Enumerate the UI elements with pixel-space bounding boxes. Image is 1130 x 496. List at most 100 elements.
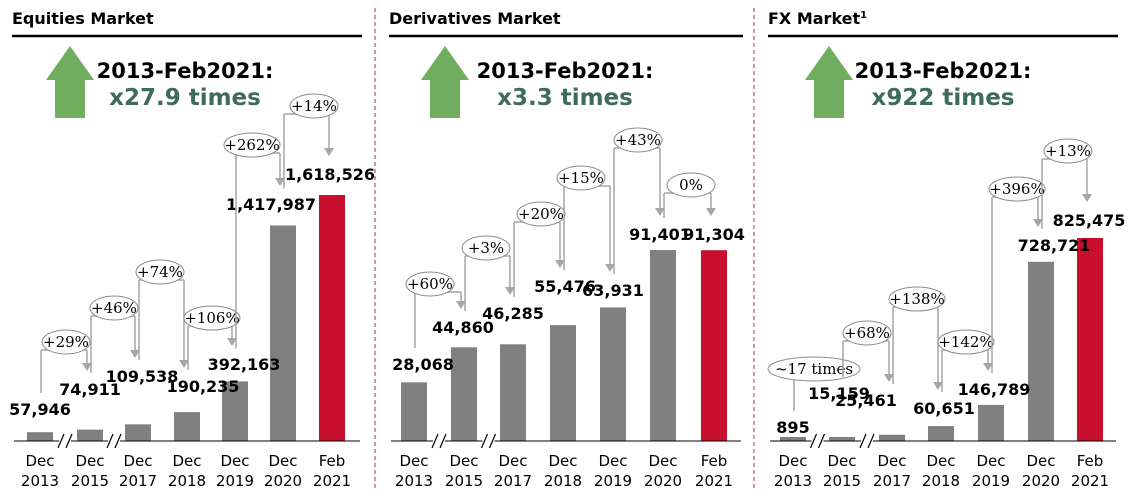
tick-label-month: Dec bbox=[598, 452, 627, 470]
bar-dec-2013 bbox=[401, 382, 427, 441]
chart-panel-2: Derivatives Market 2013-Feb2021:x3.3 time… bbox=[389, 9, 745, 490]
growth-arrowhead-icon bbox=[130, 350, 140, 358]
growth-arrowhead-icon bbox=[706, 208, 716, 216]
tick-label-year: 2013 bbox=[21, 472, 59, 490]
axis-break-gap bbox=[482, 432, 495, 450]
growth-label: +3% bbox=[468, 239, 504, 257]
growth-label: +46% bbox=[91, 299, 137, 317]
tick-label-month: Dec bbox=[220, 452, 249, 470]
title-footnote-marker: 1 bbox=[860, 10, 867, 21]
tick-label-month: Feb bbox=[701, 452, 728, 470]
growth-arrowhead-icon bbox=[655, 208, 665, 216]
tick-label-month: Dec bbox=[25, 452, 54, 470]
tick-label-year: 2015 bbox=[823, 472, 861, 490]
tick-label-month: Dec bbox=[1026, 452, 1055, 470]
tick-label-month: Dec bbox=[399, 452, 428, 470]
growth-label: +68% bbox=[844, 324, 890, 342]
tick-label-month: Dec bbox=[449, 452, 478, 470]
bar-dec-2019 bbox=[978, 404, 1004, 441]
data-label: 109,538 bbox=[106, 367, 179, 386]
growth-oval bbox=[41, 329, 91, 355]
growth-arrowhead-icon bbox=[933, 382, 943, 390]
axis-break-mark bbox=[65, 433, 73, 449]
bar-dec-2015 bbox=[451, 347, 477, 441]
axis-break-mark bbox=[114, 433, 122, 449]
tick-label-month: Dec bbox=[268, 452, 297, 470]
data-label: 57,946 bbox=[9, 400, 71, 419]
tick-label-year: 2020 bbox=[264, 472, 302, 490]
axis-break-mark bbox=[817, 433, 826, 449]
bar-dec-2019 bbox=[600, 307, 626, 441]
data-label: 74,911 bbox=[59, 380, 121, 399]
data-label: 46,285 bbox=[482, 304, 544, 323]
axis-break-gap bbox=[108, 432, 120, 450]
panel-title: FX Market1 bbox=[768, 9, 867, 28]
growth-period: 2013-Feb2021: bbox=[855, 59, 1032, 83]
tick-label-year: 2019 bbox=[972, 472, 1010, 490]
bar-dec-2013 bbox=[27, 432, 53, 441]
data-label: 1,417,987 bbox=[226, 195, 316, 214]
tick-label-month: Feb bbox=[319, 452, 346, 470]
tick-label-year: 2015 bbox=[71, 472, 109, 490]
tick-label-year: 2018 bbox=[922, 472, 960, 490]
growth-oval bbox=[289, 93, 339, 119]
growth-oval bbox=[937, 329, 995, 355]
growth-oval bbox=[988, 176, 1046, 202]
growth-label: +74% bbox=[137, 263, 183, 281]
bar-dec-2017 bbox=[879, 434, 905, 441]
growth-label: +262% bbox=[224, 136, 279, 154]
bar-dec-2015 bbox=[77, 429, 103, 441]
growth-label: +29% bbox=[43, 333, 89, 351]
growth-oval bbox=[842, 320, 892, 346]
growth-label: +14% bbox=[291, 97, 337, 115]
growth-oval bbox=[516, 201, 566, 227]
growth-oval bbox=[135, 259, 185, 285]
growth-label: +396% bbox=[989, 180, 1044, 198]
axis-break-gap bbox=[811, 432, 824, 450]
growth-arrowhead-icon bbox=[227, 338, 237, 346]
data-label: 44,860 bbox=[432, 318, 494, 337]
tick-label-year: 2017 bbox=[494, 472, 532, 490]
bar-dec-2020 bbox=[650, 250, 676, 441]
tick-label-month: Dec bbox=[548, 452, 577, 470]
bar-feb-2021 bbox=[319, 195, 345, 441]
growth-oval bbox=[888, 286, 946, 312]
chart-panel-3: FX Market1 2013-Feb2021:x922 times Dec 2013… bbox=[767, 9, 1125, 490]
growth-arrowhead-icon bbox=[884, 374, 894, 382]
axis-break-mark bbox=[57, 433, 65, 449]
tick-label-month: Dec bbox=[926, 452, 955, 470]
growth-label: +20% bbox=[518, 205, 564, 223]
bar-dec-2020 bbox=[1028, 261, 1054, 441]
tick-label-year: 2018 bbox=[544, 472, 582, 490]
panel-title: Equities Market bbox=[12, 9, 154, 28]
data-label: 728,721 bbox=[1018, 236, 1091, 255]
tick-label-year: 2020 bbox=[1022, 472, 1060, 490]
growth-oval bbox=[89, 295, 139, 321]
tick-label-year: 2017 bbox=[873, 472, 911, 490]
growth-oval bbox=[556, 165, 606, 191]
axis-break-gap bbox=[433, 432, 445, 450]
axis-break-gap bbox=[59, 432, 71, 450]
axis-break-mark bbox=[488, 433, 497, 449]
tick-label-year: 2019 bbox=[594, 472, 632, 490]
bar-feb-2021 bbox=[701, 250, 727, 441]
tick-label-year: 2013 bbox=[774, 472, 812, 490]
tick-label-month: Dec bbox=[827, 452, 856, 470]
growth-oval bbox=[1043, 138, 1093, 164]
tick-label-year: 2013 bbox=[395, 472, 433, 490]
tick-label-year: 2021 bbox=[313, 472, 351, 490]
axis-break-gap bbox=[861, 432, 873, 450]
growth-arrowhead-icon bbox=[983, 363, 993, 371]
data-label: 60,651 bbox=[913, 399, 975, 418]
growth-oval bbox=[461, 235, 511, 261]
growth-oval bbox=[183, 305, 241, 331]
bar-dec-2018 bbox=[550, 325, 576, 441]
axis-break-mark bbox=[859, 433, 867, 449]
growth-period: 2013-Feb2021: bbox=[97, 59, 274, 83]
axis-break-mark bbox=[439, 433, 447, 449]
growth-oval bbox=[767, 356, 861, 382]
growth-arrowhead-icon bbox=[1082, 194, 1092, 202]
growth-arrow-up-icon bbox=[46, 46, 94, 118]
data-label: 392,163 bbox=[208, 355, 281, 374]
bar-dec-2017 bbox=[500, 344, 526, 441]
